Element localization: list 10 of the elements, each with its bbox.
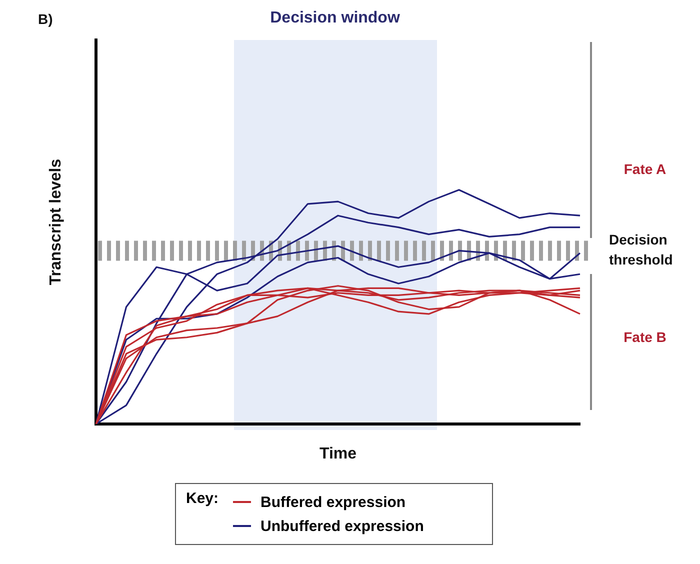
text: Fate B bbox=[624, 328, 666, 345]
y-axis-title: Transcript levels bbox=[47, 158, 64, 286]
text: Decision window bbox=[270, 9, 400, 26]
legend-label: Unbuffered expression bbox=[260, 518, 424, 534]
legend-label: Buffered expression bbox=[260, 494, 406, 510]
x-axis-title: Time bbox=[319, 445, 357, 462]
text: Fate A bbox=[624, 160, 666, 177]
ref-line-label: Decision threshold bbox=[609, 232, 673, 268]
text: B) bbox=[38, 10, 53, 27]
legend-title: Key: bbox=[186, 490, 219, 509]
